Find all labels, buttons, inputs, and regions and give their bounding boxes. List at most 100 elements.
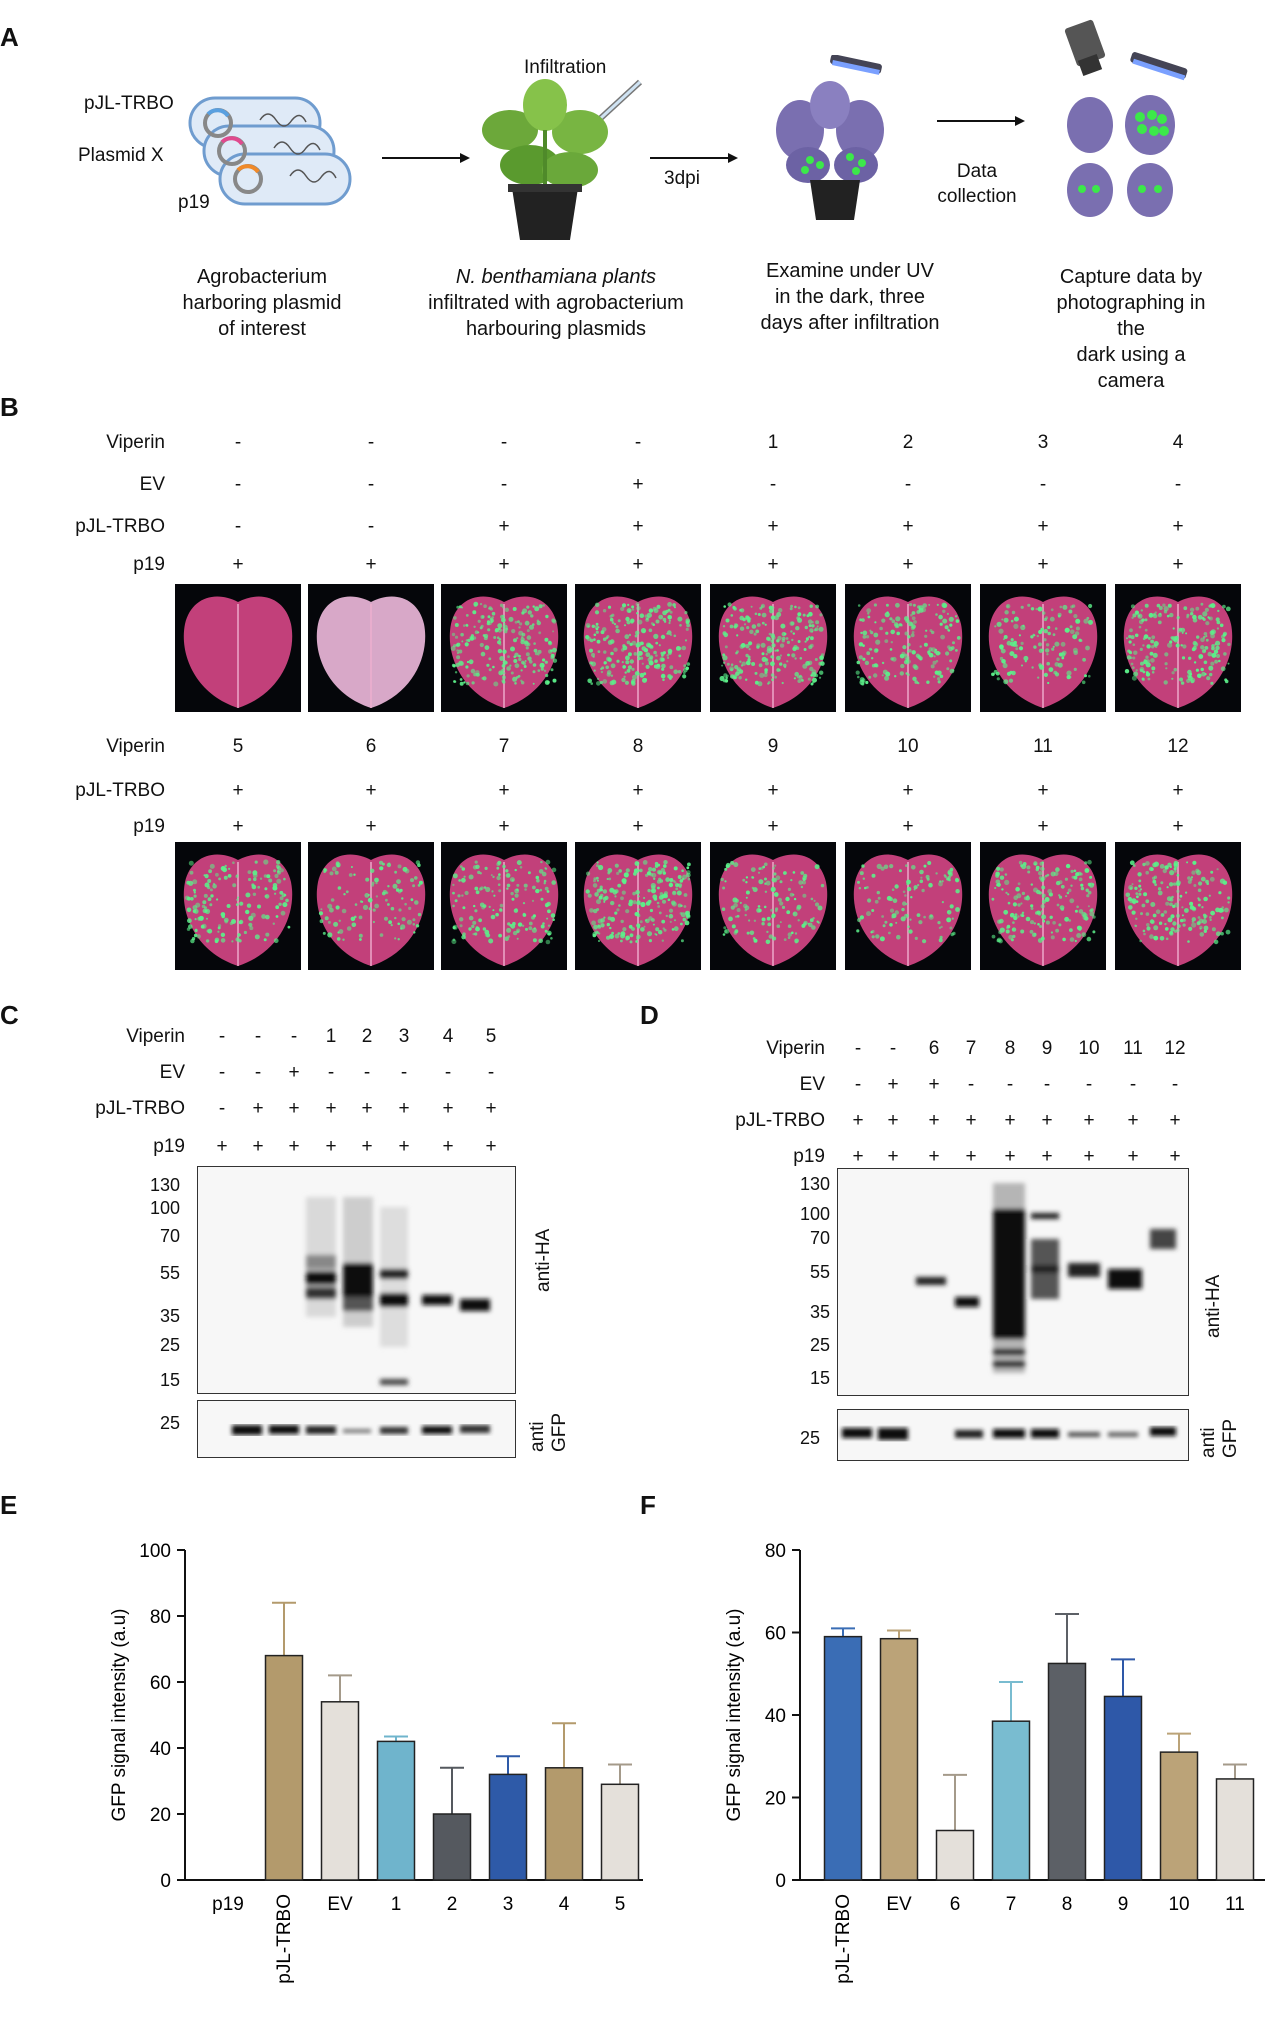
caption-step-2: N. benthamiana plants infiltrated with a… xyxy=(428,264,684,342)
panelC-table-trbo-cell: + xyxy=(442,1098,454,1119)
bar xyxy=(432,1813,472,1881)
leaf-image xyxy=(845,584,971,712)
leaf-image xyxy=(980,842,1106,970)
panelB-row1-label-2: pJL-TRBO xyxy=(75,516,165,537)
panelB-row1-ev-cell: + xyxy=(632,474,644,495)
panelB-row2-viperin-cell: 10 xyxy=(897,736,919,757)
panelD-table-viperin-cell: 6 xyxy=(928,1038,940,1059)
panelD-table-trbo-cell: + xyxy=(1041,1110,1053,1131)
panelC-table-p19-cell: + xyxy=(252,1136,264,1157)
panelB-row2-viperin-cell: 5 xyxy=(232,736,244,757)
panelC-table-p19-cell: + xyxy=(442,1136,454,1157)
panelC-table-viperin-cell: - xyxy=(254,1026,262,1047)
y-tick-label: 20 xyxy=(765,1789,786,1810)
leaf-image xyxy=(308,842,434,970)
caption-step-1-line-3: of interest xyxy=(218,318,306,340)
caption-step-2-line-2: infiltrated with agrobacterium xyxy=(428,292,684,314)
panelD-table-viperin-cell: - xyxy=(889,1038,897,1059)
panelB-row1-trbo-cell: + xyxy=(632,516,644,537)
panelD-table-trbo-cell: + xyxy=(1127,1110,1139,1131)
panel-c-anti-gfp-line-1: anti xyxy=(527,1421,548,1452)
caption-step-3: Examine under UV in the dark, three days… xyxy=(761,258,940,336)
panelB-row2-p19-cell: + xyxy=(365,816,377,837)
y-tick-label: 80 xyxy=(150,1607,171,1628)
panel-letter-d: D xyxy=(640,1000,659,1030)
panelD-table-p19-cell: + xyxy=(1169,1146,1181,1167)
x-tick-label: 3 xyxy=(503,1894,514,1915)
panelB-row1-viperin-cell: 3 xyxy=(1037,432,1049,453)
leaf-graphic xyxy=(988,596,1098,708)
panelD-table-trbo-cell: + xyxy=(852,1110,864,1131)
panelB-row2-label-1: pJL-TRBO xyxy=(75,780,165,801)
panelD-table-label-2: pJL-TRBO xyxy=(735,1110,825,1131)
mw-marker: 15 xyxy=(809,1368,830,1388)
y-axis-label: GFP signal intensity (a.u) xyxy=(109,1609,130,1822)
panelC-table-label-0: Viperin xyxy=(126,1026,185,1047)
y-tick-label: 80 xyxy=(765,1541,786,1562)
y-tick-label: 40 xyxy=(765,1706,786,1727)
plasmid-label-x: Plasmid X xyxy=(78,145,164,166)
bar xyxy=(488,1773,528,1881)
panelD-table-trbo-cell: + xyxy=(1083,1110,1095,1131)
caption-step-1: Agrobacterium harboring plasmid of inter… xyxy=(183,264,342,342)
panelB-row1-trbo-cell: + xyxy=(902,516,914,537)
x-tick-label: 9 xyxy=(1118,1894,1129,1915)
mw-marker: 15 xyxy=(159,1370,180,1390)
panelD-table-p19-cell: + xyxy=(1083,1146,1095,1167)
panelB-row2-label-2: p19 xyxy=(133,816,165,837)
panelC-table-p19-cell: + xyxy=(361,1136,373,1157)
panelB-row2-trbo-cell: + xyxy=(767,780,779,801)
mw-marker: 55 xyxy=(159,1263,180,1283)
panel-letter-c: C xyxy=(0,1000,19,1030)
panelC-table-p19-cell: + xyxy=(216,1136,228,1157)
panelD-table-label-1: EV xyxy=(799,1074,825,1095)
caption-step-1-line-1: Agrobacterium xyxy=(196,266,328,288)
x-tick-label: 11 xyxy=(1225,1894,1245,1915)
leaf-graphic xyxy=(583,854,693,966)
panelB-row1-p19-cell: + xyxy=(632,554,644,575)
panelD-table-viperin-cell: 7 xyxy=(965,1038,977,1059)
panelB-row2-trbo-cell: + xyxy=(902,780,914,801)
leaf-image xyxy=(441,584,567,712)
panel-d-anti-gfp-line-2: GFP xyxy=(1220,1418,1241,1458)
panel-c-ha-blot xyxy=(197,1166,516,1394)
arrow-1-icon xyxy=(382,153,470,163)
panelD-table-ev-cell: - xyxy=(854,1074,862,1095)
panelB-row1-ev-cell: - xyxy=(1174,474,1182,495)
y-tick-label: 0 xyxy=(160,1871,171,1892)
panelC-table-trbo-cell: + xyxy=(361,1098,373,1119)
panelB-row1-p19-cell: + xyxy=(498,554,510,575)
panelB-row1-viperin-cell: 1 xyxy=(767,432,779,453)
mw-marker: 70 xyxy=(809,1228,830,1248)
caption-step-1-line-2: harboring plasmid xyxy=(182,292,342,314)
panelB-row2-trbo-cell: + xyxy=(365,780,377,801)
x-tick-label: p19 xyxy=(212,1894,244,1915)
leaf-image xyxy=(175,584,301,712)
arrow-2-icon xyxy=(650,153,738,163)
panelD-table-p19-cell: + xyxy=(1041,1146,1053,1167)
bar xyxy=(879,1637,919,1881)
panelD-table-p19-cell: + xyxy=(852,1146,864,1167)
leaf-image xyxy=(845,842,971,970)
panelC-table-ev-cell: + xyxy=(288,1062,300,1083)
bar xyxy=(264,1654,304,1881)
infiltration-label: Infiltration xyxy=(524,57,607,78)
panelC-table-ev-cell: - xyxy=(444,1062,452,1083)
panelD-table-p19-cell: + xyxy=(1004,1146,1016,1167)
panel-c-anti-gfp-line-2: GFP xyxy=(549,1412,570,1452)
mw-marker: 130 xyxy=(799,1174,830,1194)
leaf-image xyxy=(575,584,701,712)
panelB-row2-trbo-cell: + xyxy=(498,780,510,801)
arrow-3-icon xyxy=(937,116,1025,126)
leaf-graphic xyxy=(1123,854,1233,966)
leaf-image xyxy=(175,842,301,970)
caption-step-4-line-1: Capture data by xyxy=(1059,266,1203,288)
panelD-table-ev-cell: + xyxy=(887,1074,899,1095)
panelD-table-viperin-cell: 10 xyxy=(1078,1038,1100,1059)
panelD-table-p19-cell: + xyxy=(928,1146,940,1167)
camera-leaves-illustration xyxy=(1064,19,1188,217)
panelB-row2-p19-cell: + xyxy=(632,816,644,837)
panelD-table-viperin-cell: 12 xyxy=(1164,1038,1186,1059)
panelD-table-trbo-cell: + xyxy=(1004,1110,1016,1131)
caption-step-4: Capture data by photographing in the dar… xyxy=(1054,264,1209,394)
